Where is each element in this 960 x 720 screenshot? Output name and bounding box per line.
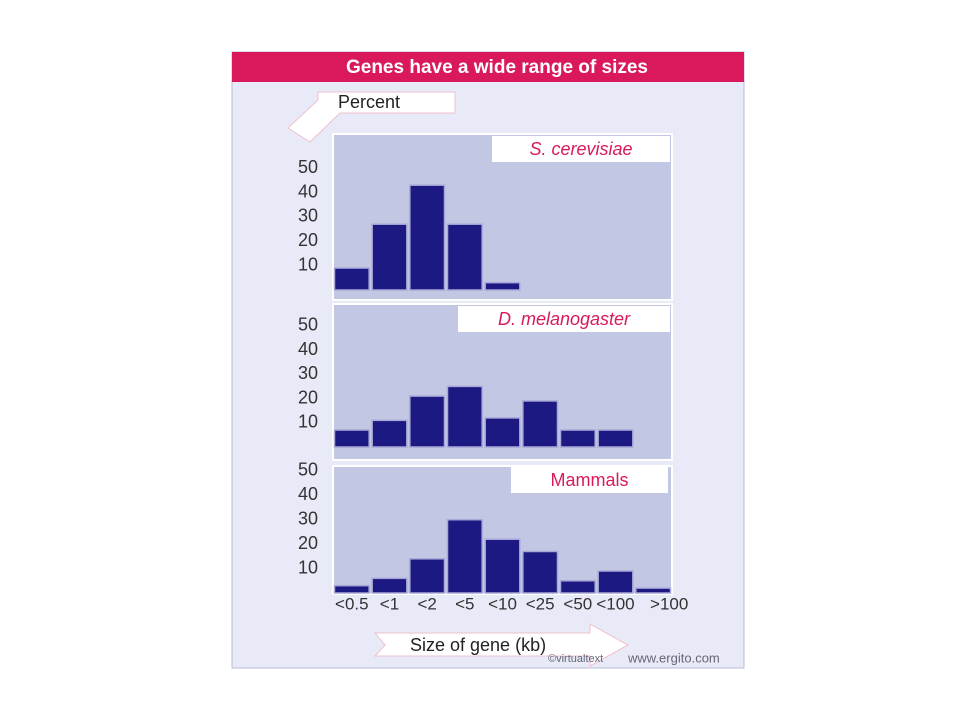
panel-title: Mammals <box>550 470 628 490</box>
bar <box>446 223 483 291</box>
bar <box>409 558 446 594</box>
bar <box>446 385 483 448</box>
y-tick-label: 10 <box>298 254 318 274</box>
bar <box>484 417 521 448</box>
y-tick-label: 40 <box>298 339 318 359</box>
title-bar <box>232 52 744 82</box>
y-tick-label: 50 <box>298 315 318 335</box>
bar <box>597 570 634 594</box>
panel-label-box <box>511 467 668 493</box>
y-axis-label: Percent <box>338 92 400 112</box>
bar <box>333 267 370 291</box>
bar <box>333 429 370 448</box>
x-tick-label: <0.5 <box>335 594 369 613</box>
y-arrow <box>287 91 456 143</box>
bar <box>597 429 634 448</box>
x-tick-label: <5 <box>455 594 474 613</box>
bar <box>333 584 370 594</box>
x-tick-label: <25 <box>526 594 555 613</box>
bar <box>409 395 446 448</box>
y-tick-label: 40 <box>298 181 318 201</box>
bar <box>522 550 559 594</box>
bar <box>371 223 408 291</box>
y-tick-label: 20 <box>298 387 318 407</box>
bar <box>371 577 408 594</box>
y-tick-label: 30 <box>298 363 318 383</box>
x-tick-label: <10 <box>488 594 517 613</box>
y-tick-label: 30 <box>298 508 318 528</box>
y-tick-label: 50 <box>298 157 318 177</box>
credit: ©virtualtext <box>548 653 603 665</box>
panel-title: D. melanogaster <box>498 309 631 329</box>
x-tick-label: <50 <box>563 594 592 613</box>
bar <box>409 184 446 291</box>
x-axis-label: Size of gene (kb) <box>410 635 546 655</box>
site: www.ergito.com <box>627 650 720 665</box>
panel-title: S. cerevisiae <box>529 139 632 159</box>
bar <box>484 281 521 291</box>
title: Genes have a wide range of sizes <box>346 57 648 78</box>
y-tick-label: 10 <box>298 412 318 432</box>
bar <box>559 580 596 594</box>
bar <box>484 538 521 594</box>
bar <box>446 518 483 594</box>
x-tick-label: >100 <box>650 594 688 613</box>
bar <box>371 419 408 448</box>
y-tick-label: 40 <box>298 484 318 504</box>
y-tick-label: 20 <box>298 230 318 250</box>
y-tick-label: 10 <box>298 557 318 577</box>
bar <box>635 587 672 594</box>
x-arrow <box>373 623 630 667</box>
x-tick-label: <1 <box>380 594 399 613</box>
y-tick-label: 50 <box>298 460 318 480</box>
panel-label-box <box>492 136 670 162</box>
bar <box>559 429 596 448</box>
x-tick-label: <100 <box>596 594 634 613</box>
y-tick-label: 30 <box>298 206 318 226</box>
y-tick-label: 20 <box>298 533 318 553</box>
panel-label-box <box>458 306 670 332</box>
bar <box>522 400 559 448</box>
x-tick-label: <2 <box>417 594 436 613</box>
